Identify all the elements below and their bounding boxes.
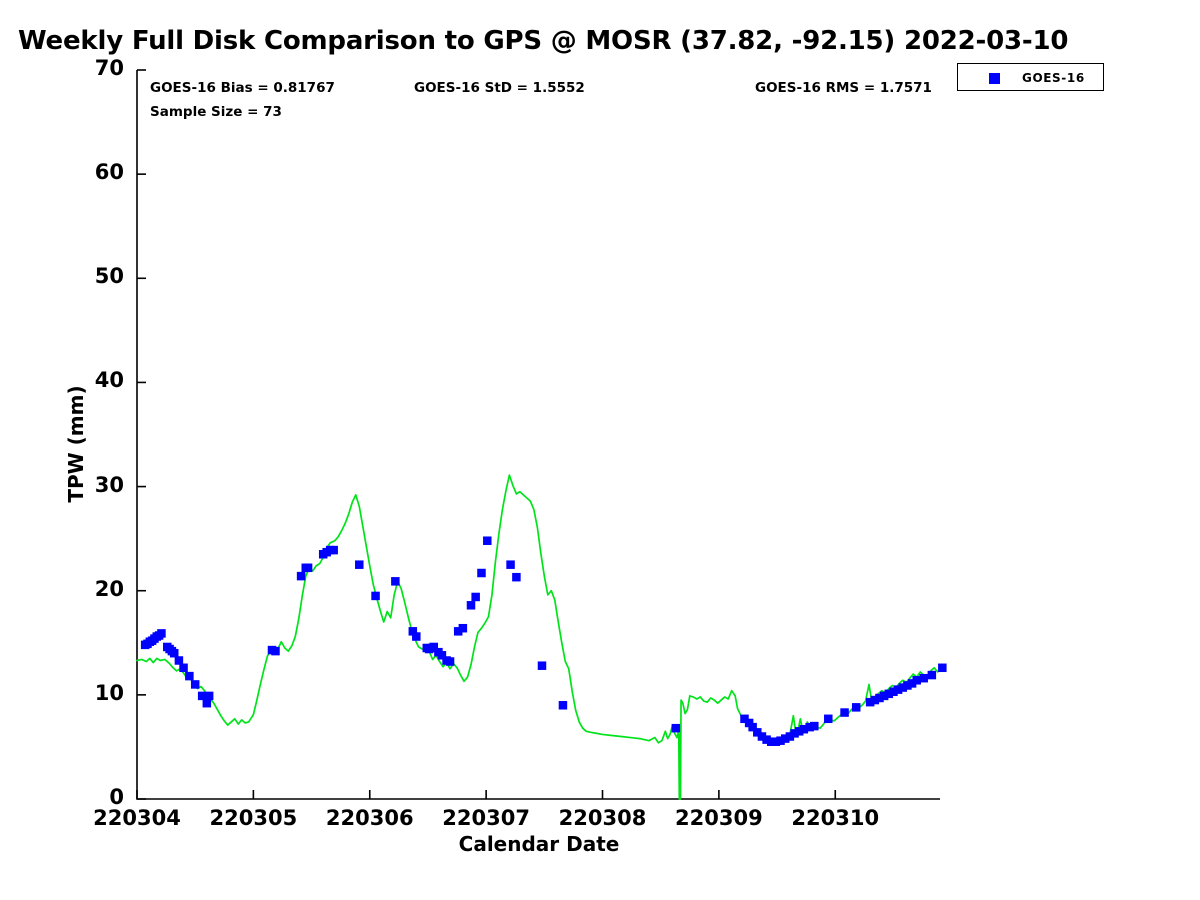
goes16-scatter-series: [140, 536, 947, 746]
page-title: Weekly Full Disk Comparison to GPS @ MOS…: [18, 26, 1069, 56]
x-tick-label: 220306: [325, 806, 414, 830]
x-tick-label: 220310: [791, 806, 880, 830]
stat-rms-label: GOES-16 RMS = 1.7571: [755, 80, 932, 96]
stat-std-label: GOES-16 StD = 1.5552: [414, 80, 585, 96]
x-axis-label: Calendar Date: [458, 832, 620, 856]
x-tick-label: 220304: [93, 806, 181, 830]
legend-label-goes16: GOES-16: [1022, 71, 1085, 85]
legend-marker-goes16-icon: [989, 73, 1000, 84]
stat-bias-label: GOES-16 Bias = 0.81767: [150, 80, 335, 96]
y-tick-label: 0: [109, 785, 124, 809]
x-tick-label: 220308: [558, 806, 647, 830]
y-tick-label: 60: [94, 160, 124, 185]
x-tick-label: 220307: [442, 806, 530, 830]
y-tick-label: 10: [94, 680, 124, 705]
axes: [136, 69, 940, 800]
x-tick-label: 220309: [675, 806, 763, 830]
y-tick-label: 30: [94, 472, 124, 497]
y-tick-label: 20: [94, 576, 124, 601]
legend: GOES-16: [957, 63, 1104, 91]
y-axis-ticks: 0 10 20 30 40 50 60 70: [78, 0, 124, 900]
y-tick-label: 40: [94, 368, 124, 393]
x-tick-label: 220305: [209, 806, 298, 830]
y-tick-label: 70: [94, 56, 124, 80]
y-axis-label: TPW (mm): [64, 385, 88, 503]
x-axis-ticks: 220304 220305 220306 220307 220308 220309 2203…: [0, 806, 1200, 846]
gps-line-series: [136, 474, 943, 800]
stat-sample-size-label: Sample Size = 73: [150, 104, 282, 120]
y-tick-label: 50: [94, 264, 124, 289]
